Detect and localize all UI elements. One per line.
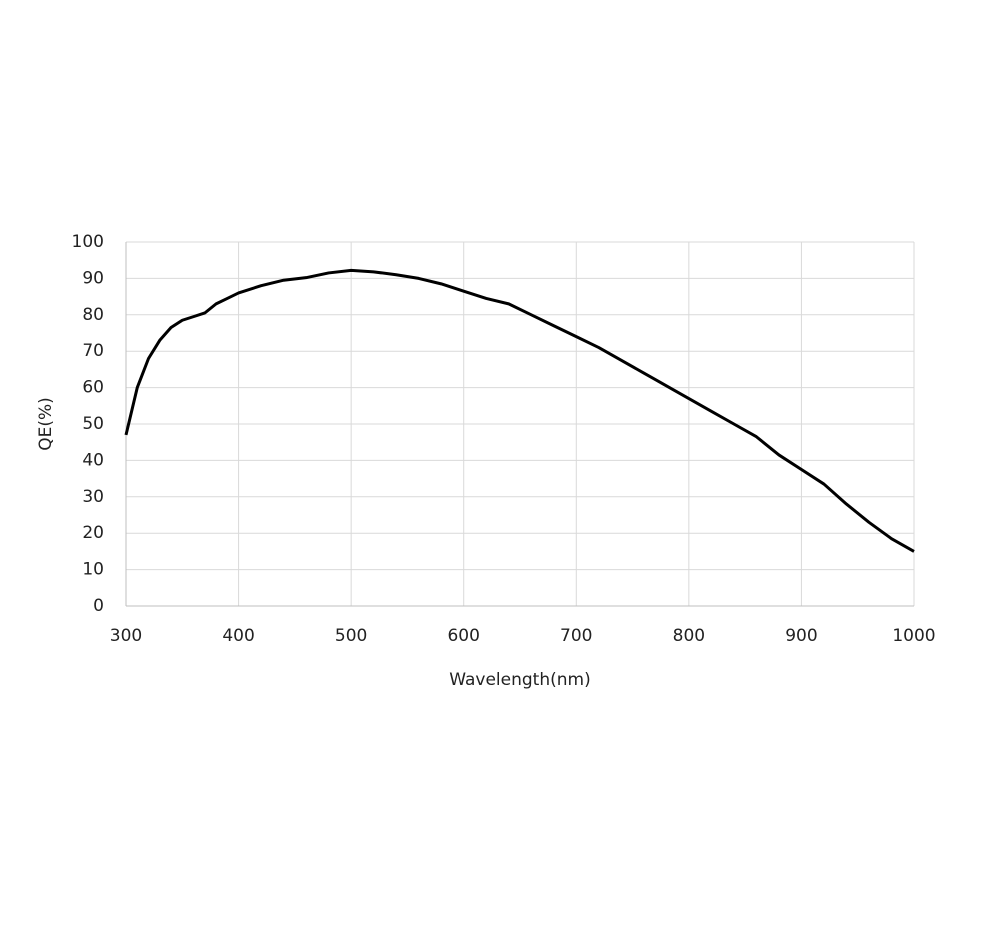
y-tick-label: 30 — [82, 487, 104, 507]
y-tick-label: 10 — [82, 560, 104, 580]
y-tick-label: 70 — [82, 341, 104, 361]
y-tick-label: 100 — [72, 232, 104, 252]
y-tick-label: 80 — [82, 305, 104, 325]
x-tick-label: 300 — [110, 626, 142, 646]
y-tick-label: 50 — [82, 414, 104, 434]
x-tick-label: 600 — [447, 626, 479, 646]
y-axis-label: QE(%) — [36, 397, 56, 451]
y-tick-label: 90 — [82, 268, 104, 288]
x-tick-label: 1000 — [892, 626, 935, 646]
x-tick-label: 400 — [222, 626, 254, 646]
data-line — [124, 268, 915, 553]
x-tick-label: 800 — [673, 626, 705, 646]
x-tick-label: 500 — [335, 626, 367, 646]
y-tick-label: 40 — [82, 450, 104, 470]
y-tick-label: 20 — [82, 523, 104, 543]
y-tick-label: 60 — [82, 378, 104, 398]
x-tick-label: 700 — [560, 626, 592, 646]
y-tick-label: 0 — [93, 596, 104, 616]
x-tick-label: 900 — [785, 626, 817, 646]
x-axis-label: Wavelength(nm) — [449, 670, 590, 690]
